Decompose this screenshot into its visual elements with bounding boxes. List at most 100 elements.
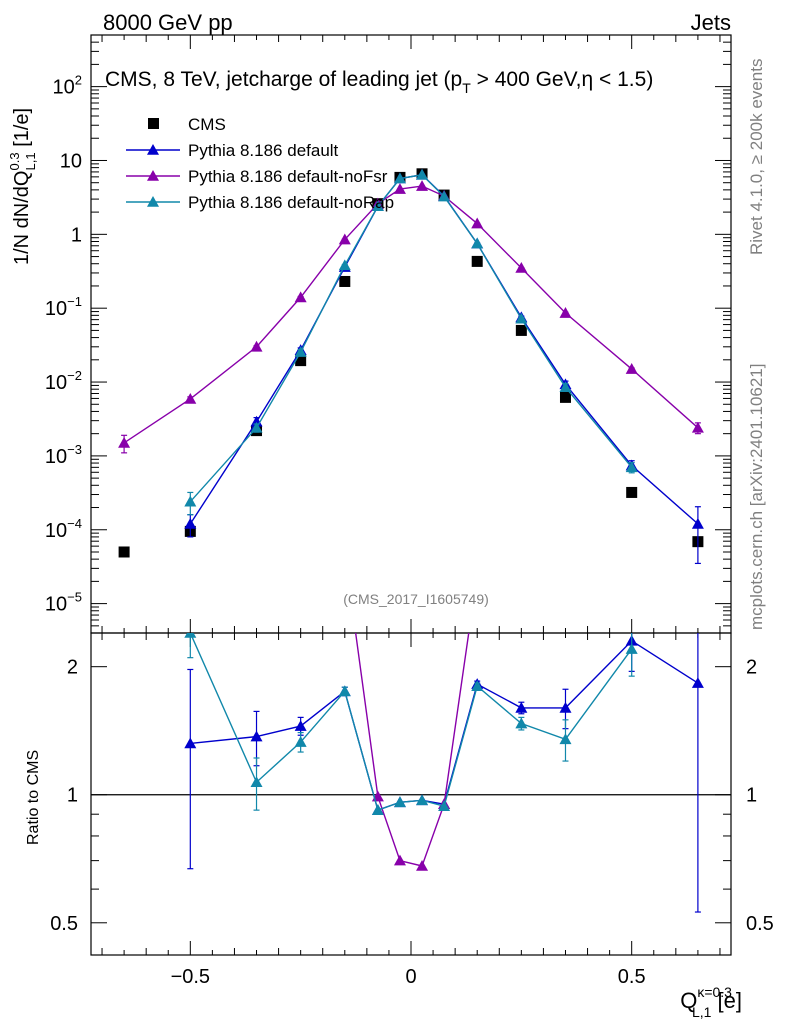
- pythia-8-186-default-nofsr-marker: [338, 233, 351, 245]
- pythia-8-186-default-norap-ratio-marker: [371, 804, 384, 815]
- cms-data-point: [339, 275, 351, 287]
- pythia-8-186-default-norap-marker: [393, 172, 406, 184]
- pythia-8-186-default-ratio-marker: [250, 730, 263, 742]
- pythia-8-186-default-nofsr-marker: [393, 183, 406, 194]
- main-panel-data: [118, 168, 704, 565]
- pythia-8-186-default-ratio-line: [190, 639, 699, 812]
- pythia-8-186-default-nofsr-marker: [416, 180, 429, 191]
- pythia-8-186-default-ratio-marker: [184, 737, 197, 749]
- legend-marker-cms: [148, 118, 159, 129]
- y-tick-label: 10−5: [45, 590, 82, 616]
- pythia-8-186-default-norap-marker: [338, 259, 351, 271]
- y-tick-label: 10−4: [45, 516, 82, 542]
- pythia-8-186-default-nofsr-marker: [559, 307, 572, 318]
- pythia-8-186-default-norap-ratio-marker: [438, 800, 451, 811]
- cms-data-point: [471, 255, 483, 267]
- legend-label-pythia-8-186-default-norap: Pythia 8.186 default-noRap: [188, 193, 394, 212]
- pythia-8-186-default-nofsr-marker: [250, 340, 263, 352]
- x-tick-label: 0: [405, 966, 416, 988]
- legend-label-pythia-8-186-default-nofsr: Pythia 8.186 default-noFsr: [188, 167, 388, 186]
- pythia-8-186-default-norap-ratio-marker: [294, 736, 307, 747]
- collision-label: 8000 GeV pp: [103, 10, 233, 35]
- pythia-8-186-default-norap-ratio-marker: [250, 776, 263, 788]
- legend-marker-pythia-8-186-default-nofsr: [147, 170, 159, 181]
- pythia-8-186-default-norap-marker: [294, 346, 307, 357]
- pythia-8-186-default-nofsr-marker: [471, 217, 484, 229]
- ratio-y-tick-label-right: 2: [746, 657, 757, 679]
- data-series: [91, 168, 731, 913]
- pythia-8-186-default-norap-marker: [438, 190, 451, 202]
- ratio-y-tick-label: 2: [67, 657, 78, 679]
- pythia-8-186-default-norap-ratio-marker: [625, 643, 638, 654]
- pythia-8-186-default-nofsr-line: [123, 185, 699, 444]
- y-tick-label: 10−2: [45, 368, 82, 394]
- main-plot-frame: [90, 34, 732, 634]
- pythia-8-186-default-nofsr-ratio-line: [354, 633, 470, 867]
- ratio-y-tick-label: 1: [67, 785, 78, 807]
- ratio-y-tick-label: 0.5: [50, 913, 78, 935]
- x-tick-label: −0.5: [171, 966, 210, 988]
- legend: CMS Pythia 8.186 default Pythia 8.186 defa…: [126, 115, 394, 212]
- pythia-8-186-default-line: [189, 174, 699, 525]
- pythia-8-186-default-ratio-marker: [515, 701, 528, 713]
- tick-marks: [91, 34, 731, 955]
- y-tick-label: 1: [71, 224, 82, 246]
- pythia-8-186-default-ratio-marker: [691, 677, 704, 688]
- ratio-y-tick-label-right: 0.5: [746, 913, 774, 935]
- ratio-plot-frame: [90, 632, 732, 956]
- pythia-8-186-default-norap-ratio-marker: [184, 633, 197, 638]
- pythia-8-186-default-nofsr-marker: [691, 421, 704, 433]
- y-axis-label: 1/N dN/dQ0.3L,1 [1/e]: [7, 108, 38, 265]
- x-axis-label: Qκ=0.3 L,1 [e]: [680, 984, 742, 1020]
- pythia-8-186-default-nofsr-ratio-marker: [471, 568, 483, 579]
- pythia-8-186-default-nofsr-marker: [625, 363, 638, 374]
- pythia-8-186-default-norap-ratio-marker: [416, 794, 429, 806]
- plot-title: CMS, 8 TeV, jetcharge of leading jet (pT…: [105, 68, 653, 96]
- cms-data-point: [626, 486, 638, 498]
- pythia-8-186-default-norap-ratio-marker: [471, 680, 484, 691]
- pythia-8-186-default-norap-marker: [250, 421, 263, 433]
- pythia-8-186-default-marker: [691, 517, 704, 529]
- cms-data-point: [559, 391, 571, 403]
- pythia-8-186-default-nofsr-marker: [294, 291, 307, 303]
- pythia-8-186-default-nofsr-ratio-marker: [393, 854, 406, 866]
- legend-label-pythia-8-186-default: Pythia 8.186 default: [188, 141, 339, 160]
- pythia-8-186-default-norap-ratio-marker: [515, 717, 528, 729]
- pythia-8-186-default-norap-ratio-line: [189, 633, 633, 812]
- cms-data-point: [515, 324, 527, 336]
- cms-data-point: [118, 546, 130, 558]
- ratio-y-tick-label-right: 1: [746, 785, 757, 807]
- ratio-panel-data: [184, 547, 704, 913]
- ratio-y-axis-label: Ratio to CMS: [25, 750, 42, 845]
- pythia-8-186-default-nofsr-ratio-marker: [416, 859, 429, 871]
- tick-labels: −0.5 0 0.5 10−5 10−4 10−3 10−2 10−1 1 10 102 0.5 0.5…: [45, 73, 774, 988]
- pythia-8-186-default-norap-marker: [559, 381, 572, 393]
- legend-marker-pythia-8-186-default: [147, 144, 159, 155]
- y-tick-label: 10−3: [45, 442, 82, 468]
- analysis-id-label: (CMS_2017_I1605749): [343, 591, 489, 607]
- pythia-8-186-default-norap-marker: [625, 461, 638, 473]
- legend-label-cms: CMS: [188, 115, 226, 134]
- pythia-8-186-default-nofsr-marker: [515, 262, 528, 273]
- process-label: Jets: [691, 10, 731, 35]
- pythia-8-186-default-norap-ratio-marker: [338, 685, 351, 697]
- pythia-8-186-default-norap-marker: [515, 312, 528, 324]
- pythia-8-186-default-nofsr-ratio-marker: [339, 547, 351, 558]
- pythia-8-186-default-nofsr-marker: [118, 436, 131, 448]
- y-tick-label: 10: [60, 150, 82, 172]
- x-tick-label: 0.5: [618, 966, 646, 988]
- pythia-8-186-default-nofsr-marker: [184, 392, 197, 404]
- pythia-8-186-default-norap-marker: [184, 495, 197, 507]
- pythia-8-186-default-norap-marker: [416, 168, 429, 180]
- y-tick-label: 102: [53, 73, 82, 99]
- cms-data-point: [295, 355, 307, 367]
- pythia-8-186-default-norap-marker: [371, 200, 384, 212]
- pythia-8-186-default-marker: [184, 517, 197, 529]
- pythia-8-186-default-ratio-marker: [294, 720, 307, 731]
- mcplots-label: mcplots.cern.ch [arXiv:2401.10621]: [747, 364, 766, 630]
- pythia-8-186-default-norap-ratio-marker: [393, 796, 406, 808]
- pythia-8-186-default-norap-marker: [471, 237, 484, 249]
- pythia-8-186-default-norap-ratio-marker: [559, 733, 572, 745]
- legend-marker-pythia-8-186-default-norap: [147, 196, 159, 207]
